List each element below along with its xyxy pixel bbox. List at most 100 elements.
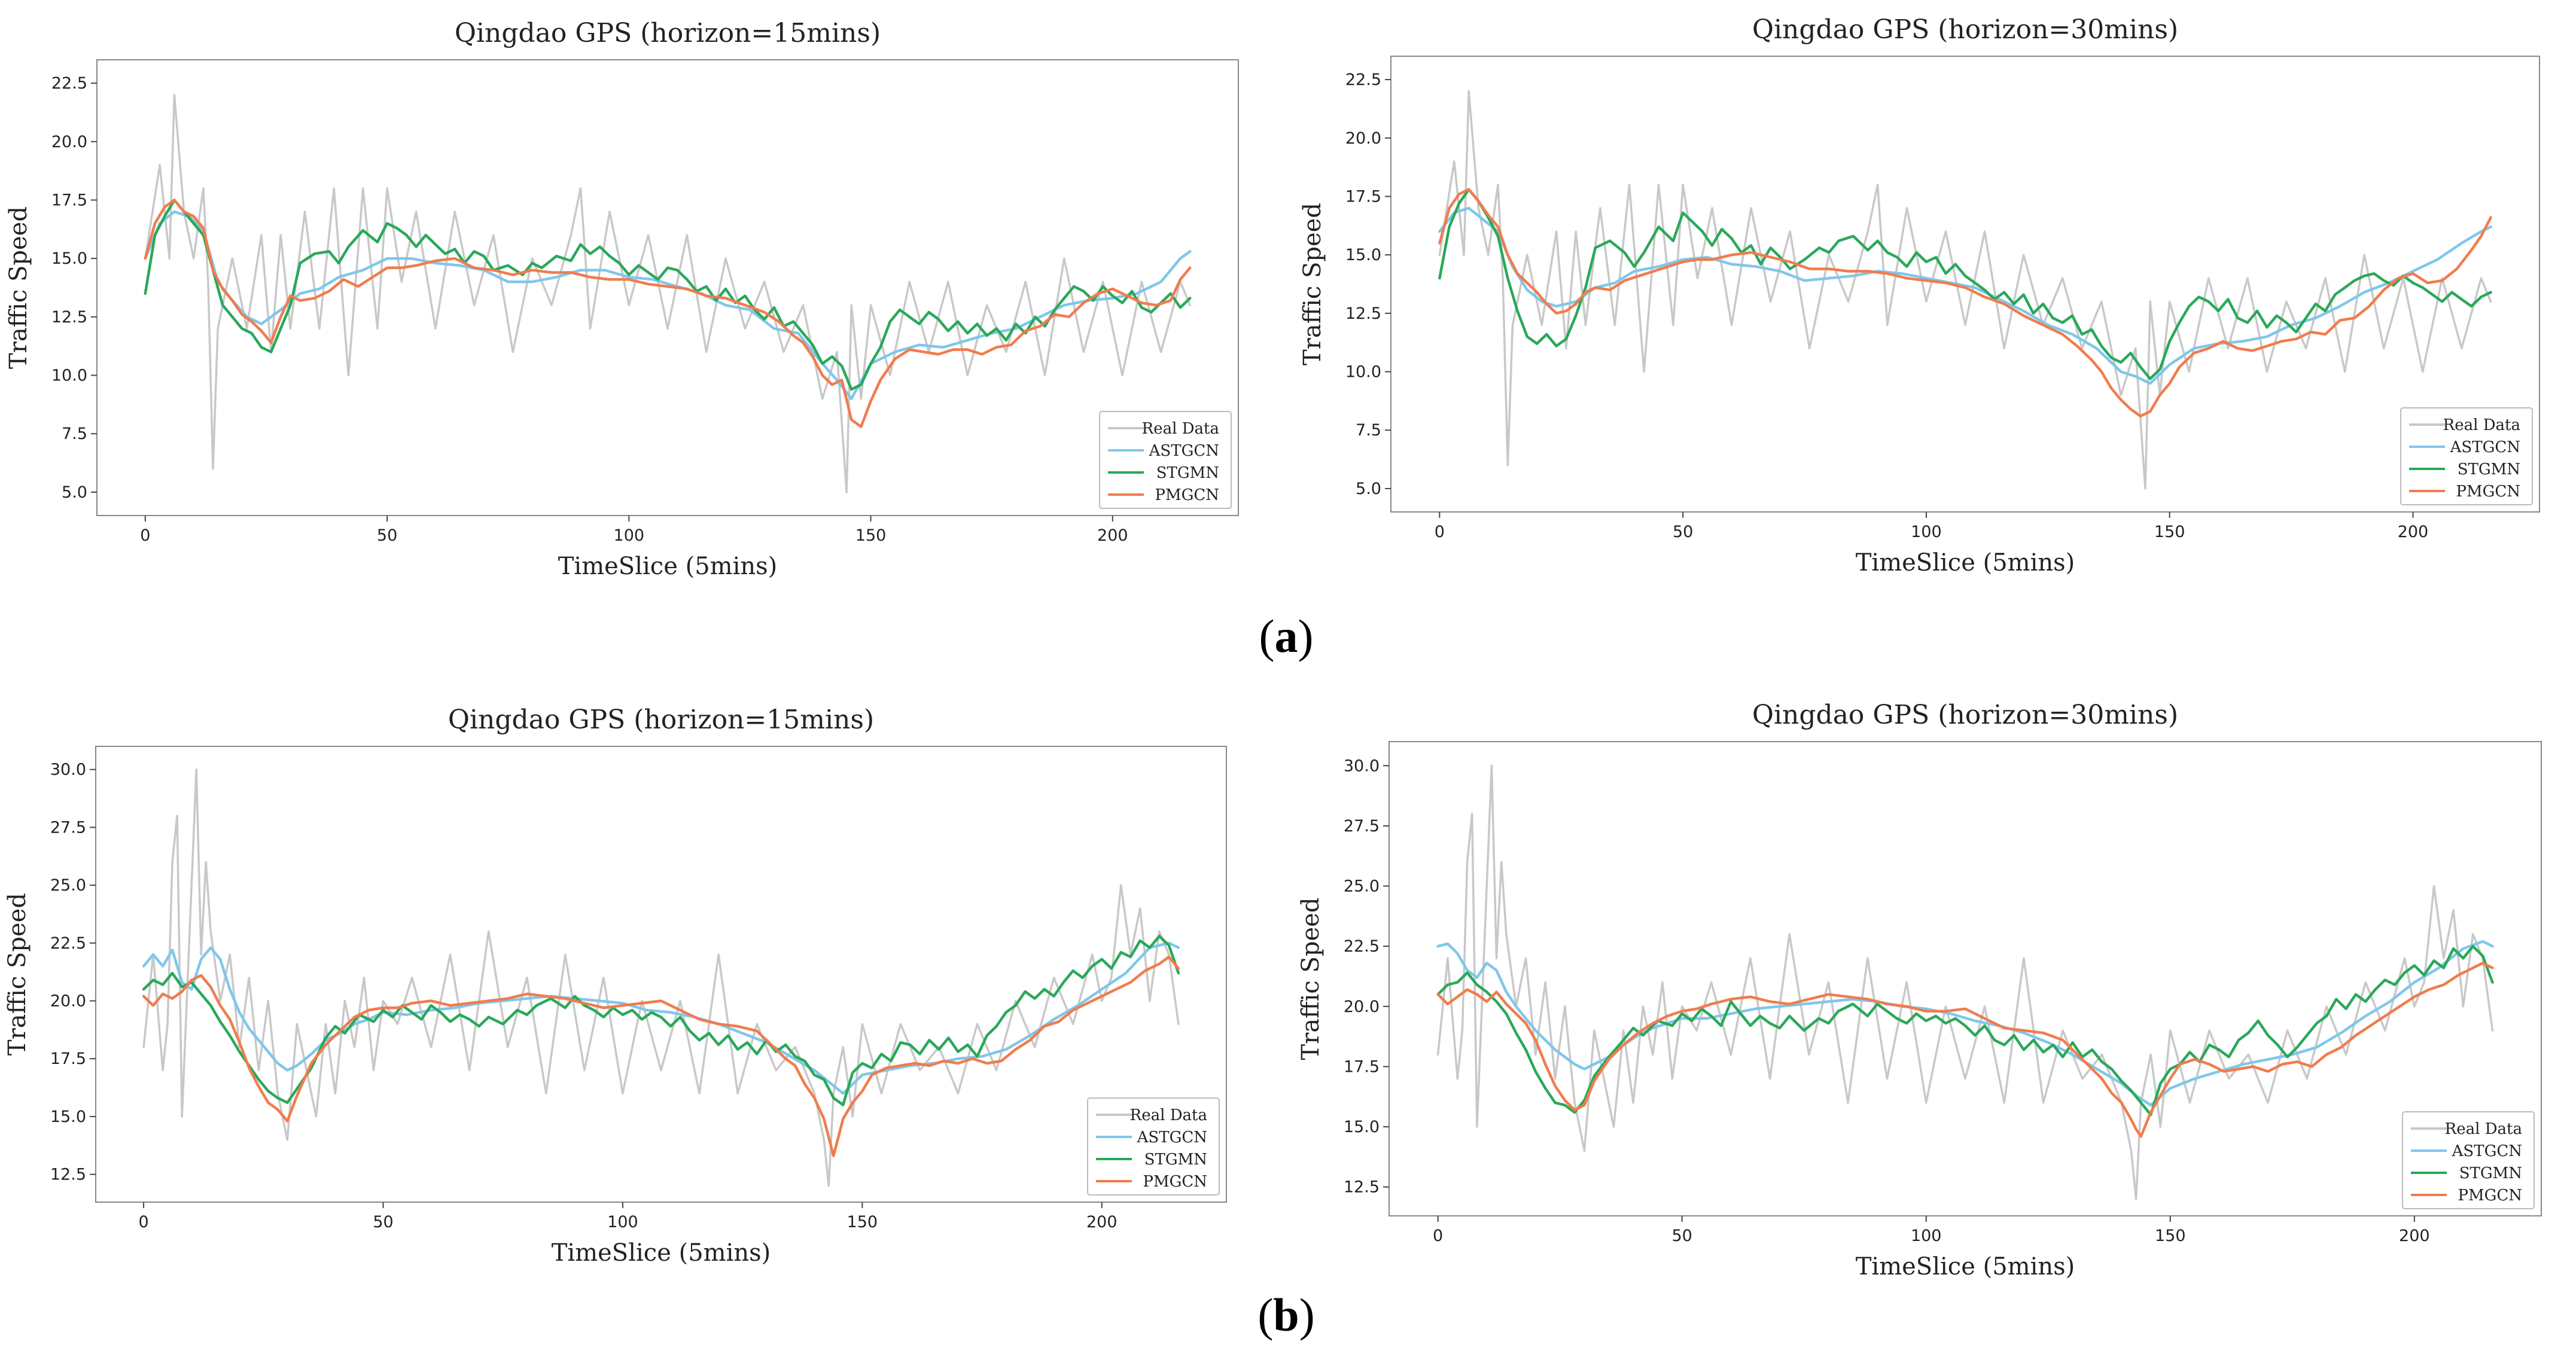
x-tick-label: 200	[2398, 523, 2429, 541]
legend-box	[2402, 1111, 2535, 1209]
x-tick-label: 50	[373, 1213, 393, 1231]
y-axis-label: Traffic Speed	[1299, 203, 1326, 365]
legend-box	[1099, 411, 1232, 509]
legend: Real Data ASTGCN STGMN PMGCN	[2402, 1111, 2535, 1209]
y-tick-label: 5.0	[1356, 480, 1381, 498]
y-tick-label: 17.5	[50, 1050, 86, 1068]
legend: Real Data ASTGCN STGMN PMGCN	[2400, 407, 2533, 505]
chart-title: Qingdao GPS (horizon=15mins)	[448, 705, 874, 735]
chart-a-horizon-15: Qingdao GPS (horizon=15mins) 0 50 100 150 200…	[5, 18, 1239, 580]
x-tick-label: 150	[2154, 523, 2185, 541]
plot-frame	[1389, 741, 2542, 1216]
legend-label: PMGCN	[1155, 486, 1219, 504]
legend: Real Data ASTGCN STGMN PMGCN	[1099, 411, 1232, 509]
y-tick-label: 27.5	[50, 818, 86, 837]
y-tick-label: 17.5	[51, 191, 87, 209]
y-tick-label: 22.5	[51, 74, 87, 93]
y-axis-label: Traffic Speed	[1297, 898, 1324, 1060]
x-tick-label: 50	[377, 526, 397, 545]
y-tick-label: 20.0	[51, 133, 87, 151]
y-tick-label: 10.0	[1345, 363, 1381, 382]
y-tick-label: 15.0	[1345, 246, 1381, 264]
y-tick-label: 27.5	[1344, 817, 1380, 835]
legend-label: STGMN	[1144, 1151, 1207, 1169]
x-tick-label: 100	[1911, 523, 1942, 541]
legend-label: PMGCN	[2456, 483, 2520, 501]
y-axis-label: Traffic Speed	[5, 206, 32, 369]
y-tick-label: 17.5	[1345, 187, 1381, 206]
chart-b-horizon-15: Qingdao GPS (horizon=15mins) 0 50 100 150 200…	[4, 705, 1227, 1267]
y-tick-label: 5.0	[62, 483, 87, 502]
y-tick-label: 12.5	[51, 308, 87, 327]
series-line-real-data	[142, 768, 1180, 1187]
chart-title: Qingdao GPS (horizon=30mins)	[1752, 700, 2178, 730]
y-tick-label: 22.5	[50, 934, 86, 953]
x-tick-label: 200	[1097, 526, 1128, 545]
y-tick-label: 15.0	[50, 1108, 86, 1126]
legend-label: Real Data	[2445, 1120, 2522, 1138]
series-group	[142, 768, 1180, 1187]
chart-title: Qingdao GPS (horizon=15mins)	[455, 18, 881, 48]
series-line-pmgcn	[144, 199, 1192, 428]
y-tick-label: 12.5	[1345, 304, 1381, 323]
legend-label: Real Data	[2443, 416, 2520, 434]
legend-label: STGMN	[1156, 464, 1219, 482]
series-line-stgmn	[144, 199, 1192, 391]
y-tick-label: 10.0	[51, 367, 87, 385]
y-tick-label: 7.5	[62, 425, 87, 443]
x-tick-label: 150	[855, 526, 887, 545]
series-line-stgmn	[1438, 188, 2492, 380]
x-tick-label: 0	[138, 1213, 148, 1231]
legend-label: ASTGCN	[1149, 442, 1219, 460]
legend-label: STGMN	[2459, 1164, 2522, 1182]
x-tick-label: 100	[607, 1213, 638, 1231]
y-tick-label: 12.5	[50, 1166, 86, 1184]
x-tick-label: 0	[1435, 523, 1445, 541]
y-tick-label: 15.0	[1344, 1118, 1380, 1136]
plot-frame	[96, 59, 1239, 516]
series-line-pmgcn	[142, 955, 1180, 1157]
x-tick-label: 150	[2155, 1227, 2186, 1245]
legend-label: PMGCN	[2458, 1187, 2522, 1205]
chart-a-horizon-30: Qingdao GPS (horizon=30mins) 0 50 100 150 200…	[1299, 14, 2540, 577]
series-line-pmgcn	[1438, 188, 2492, 418]
y-tick-label: 20.0	[1344, 998, 1380, 1016]
y-tick-label: 30.0	[1344, 757, 1380, 775]
x-tick-label: 100	[1911, 1227, 1942, 1245]
series-line-stgmn	[1436, 944, 2494, 1117]
legend-label: PMGCN	[1143, 1173, 1207, 1191]
plot-frame	[1390, 56, 2540, 513]
y-tick-label: 7.5	[1356, 421, 1381, 440]
x-tick-label: 100	[614, 526, 645, 545]
legend-box	[2400, 407, 2533, 505]
plot-frame	[95, 746, 1227, 1203]
chart-title: Qingdao GPS (horizon=30mins)	[1752, 14, 2178, 45]
series-line-astgcn	[1438, 206, 2492, 385]
chart-b-horizon-30: Qingdao GPS (horizon=30mins) 0 50 100 150 200…	[1297, 700, 2542, 1280]
x-axis-label: TimeSlice (5mins)	[552, 1239, 771, 1267]
x-tick-label: 200	[1086, 1213, 1118, 1231]
panel-label-b: (b)	[1257, 1289, 1314, 1341]
legend-label: ASTGCN	[1137, 1129, 1207, 1146]
x-tick-label: 150	[847, 1213, 878, 1231]
y-tick-label: 15.0	[51, 249, 87, 268]
x-tick-label: 50	[1671, 1227, 1692, 1245]
series-line-real-data	[1438, 90, 2492, 490]
legend-label: ASTGCN	[2452, 1142, 2522, 1160]
y-tick-label: 12.5	[1344, 1178, 1380, 1197]
series-line-real-data	[1436, 764, 2494, 1200]
x-tick-label: 200	[2399, 1227, 2430, 1245]
series-line-astgcn	[1436, 940, 2494, 1107]
series-line-pmgcn	[1436, 962, 2494, 1138]
x-tick-label: 0	[1433, 1227, 1443, 1245]
x-axis-label: TimeSlice (5mins)	[1856, 1253, 2075, 1280]
y-tick-label: 30.0	[50, 761, 86, 779]
legend-label: Real Data	[1130, 1106, 1207, 1124]
legend: Real Data ASTGCN STGMN PMGCN	[1087, 1097, 1220, 1196]
y-tick-label: 25.0	[50, 876, 86, 895]
panel-label-a: (a)	[1259, 610, 1314, 662]
x-tick-label: 0	[140, 526, 150, 545]
x-axis-label: TimeSlice (5mins)	[558, 553, 778, 580]
series-group	[1436, 764, 2494, 1200]
